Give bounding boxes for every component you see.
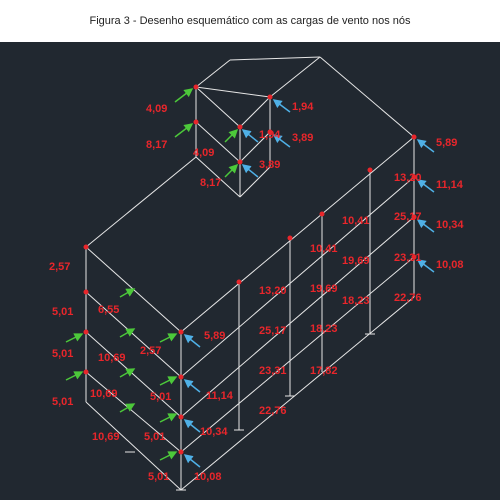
frame-nodes [83, 84, 417, 455]
load-label: 6,55 [98, 304, 119, 316]
load-label: 5,01 [52, 396, 73, 408]
diagram-canvas: 4,09 8,17 4,09 8,17 1,94 3,89 1,94 3,89 … [0, 42, 500, 500]
load-label: 23,31 [259, 365, 287, 377]
load-label: 8,17 [200, 177, 221, 189]
figure-caption: Figura 3 - Desenho esquemático com as ca… [0, 0, 500, 42]
load-label: 5,01 [52, 348, 73, 360]
load-label: 10,69 [92, 431, 120, 443]
load-label: 3,89 [292, 132, 313, 144]
load-label: 10,69 [98, 352, 126, 364]
load-label: 17,82 [310, 365, 338, 377]
load-label: 10,08 [194, 471, 222, 483]
load-label: 5,01 [148, 471, 169, 483]
structure-frame [85, 56, 415, 491]
load-label: 1,94 [292, 101, 314, 113]
load-label: 25,17 [259, 325, 287, 337]
load-label: 25,17 [394, 211, 422, 223]
leeward-arrows [183, 99, 435, 468]
load-label: 5,89 [436, 137, 457, 149]
load-label: 13,20 [259, 285, 287, 297]
load-label: 5,01 [52, 306, 73, 318]
load-label: 10,69 [90, 388, 118, 400]
load-label: 23,31 [394, 252, 422, 264]
load-label: 4,09 [146, 103, 167, 115]
windward-arrows [65, 88, 239, 461]
load-label: 11,14 [436, 179, 464, 191]
load-label: 3,89 [259, 159, 280, 171]
load-label: 18,23 [342, 295, 370, 307]
load-label: 11,14 [206, 390, 234, 402]
load-label: 2,57 [140, 345, 161, 357]
load-label: 4,09 [193, 147, 214, 159]
load-label: 18,23 [310, 323, 338, 335]
load-label: 13,20 [394, 172, 422, 184]
load-label: 19,69 [342, 255, 370, 267]
load-label: 10,34 [200, 426, 228, 438]
load-label: 1,94 [259, 129, 281, 141]
load-label: 10,41 [342, 215, 370, 227]
load-label: 22,76 [394, 292, 422, 304]
wind-load-diagram: 4,09 8,17 4,09 8,17 1,94 3,89 1,94 3,89 … [49, 56, 464, 491]
load-label: 10,34 [436, 219, 464, 231]
load-label: 10,08 [436, 259, 464, 271]
load-label: 19,69 [310, 283, 338, 295]
load-label: 5,89 [204, 330, 225, 342]
load-label: 5,01 [150, 391, 171, 403]
load-label: 10,41 [310, 243, 338, 255]
load-label: 22,76 [259, 405, 287, 417]
load-label: 2,57 [49, 261, 70, 273]
load-label: 8,17 [146, 139, 167, 151]
load-label: 5,01 [144, 431, 165, 443]
